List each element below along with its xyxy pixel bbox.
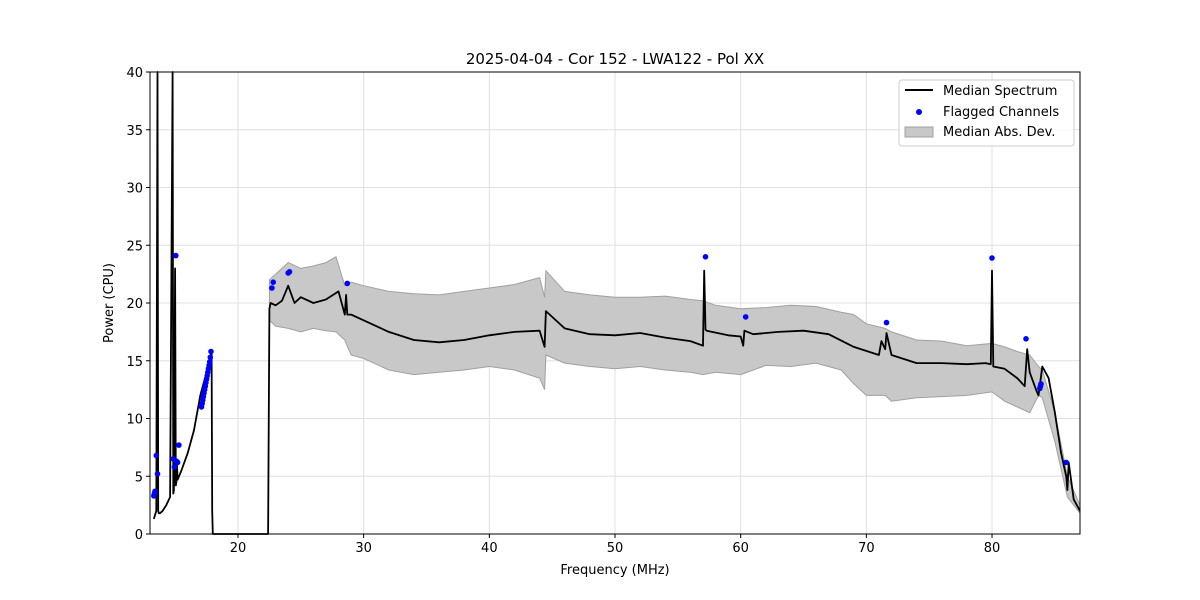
y-tick-label: 0	[135, 528, 143, 543]
flagged-channel-point	[173, 252, 179, 259]
flagged-channel-point	[153, 452, 160, 459]
y-tick-label: 20	[126, 297, 143, 312]
flagged-channel-point	[286, 269, 293, 275]
flagged-channel-point	[1038, 381, 1044, 387]
flagged-channel-point	[1023, 336, 1029, 342]
y-tick-label: 30	[126, 182, 143, 197]
flagged-channel-point	[883, 319, 890, 326]
x-tick-label: 80	[984, 541, 1001, 556]
flagged-channel-point	[152, 488, 158, 495]
median-spectrum-line	[152, 71, 1081, 535]
y-tick-label: 25	[126, 239, 143, 254]
flagged-channel-point	[344, 280, 351, 287]
flagged-channel-point	[702, 253, 709, 260]
flagged-channel-point	[208, 348, 214, 355]
flagged-channel-point	[171, 464, 178, 470]
legend-flagged-label: Flagged Channels	[943, 105, 1059, 120]
flagged-channel-point	[989, 255, 995, 261]
x-tick-label: 20	[230, 541, 247, 556]
flagged-channel-point	[206, 359, 213, 365]
x-axis-ticks: 20 30 40 50 60 70 80	[230, 534, 1001, 556]
y-tick-label: 35	[126, 124, 143, 139]
legend-median-label: Median Spectrum	[943, 84, 1057, 99]
legend-mad-swatch	[904, 126, 934, 138]
legend-flagged-marker	[916, 109, 922, 115]
x-tick-label: 50	[607, 541, 624, 556]
x-tick-label: 70	[858, 541, 875, 556]
x-tick-label: 30	[355, 541, 372, 556]
flagged-channel-point	[207, 354, 214, 361]
legend-mad-label: Median Abs. Dev.	[943, 125, 1055, 140]
flagged-channel-point	[270, 279, 277, 286]
flagged-channel-point	[1063, 459, 1069, 466]
y-tick-label: 5	[135, 470, 143, 485]
x-tick-label: 60	[732, 541, 749, 556]
flagged-channel-point	[269, 285, 275, 291]
y-axis-ticks: 0 5 10 15 20 25 30 35 40	[126, 66, 150, 543]
y-tick-label: 10	[126, 413, 143, 428]
flagged-channel-point	[742, 314, 749, 320]
y-tick-label: 15	[126, 355, 143, 370]
chart-title: 2025-04-04 - Cor 152 - LWA122 - Pol XX	[466, 50, 764, 68]
legend: Median Spectrum Flagged Channels Median …	[898, 79, 1075, 147]
y-axis-label: Power (CPU)	[102, 263, 117, 343]
y-tick-label: 40	[126, 66, 143, 81]
legend-box	[898, 79, 1075, 147]
x-tick-label: 40	[481, 541, 498, 556]
flagged-channels-group	[151, 252, 1069, 499]
flagged-channel-point	[174, 459, 181, 466]
flagged-channel-point	[176, 442, 182, 448]
flagged-channel-point	[154, 471, 161, 477]
x-axis-label: Frequency (MHz)	[560, 563, 669, 578]
median-spectrum-group	[152, 71, 1081, 535]
